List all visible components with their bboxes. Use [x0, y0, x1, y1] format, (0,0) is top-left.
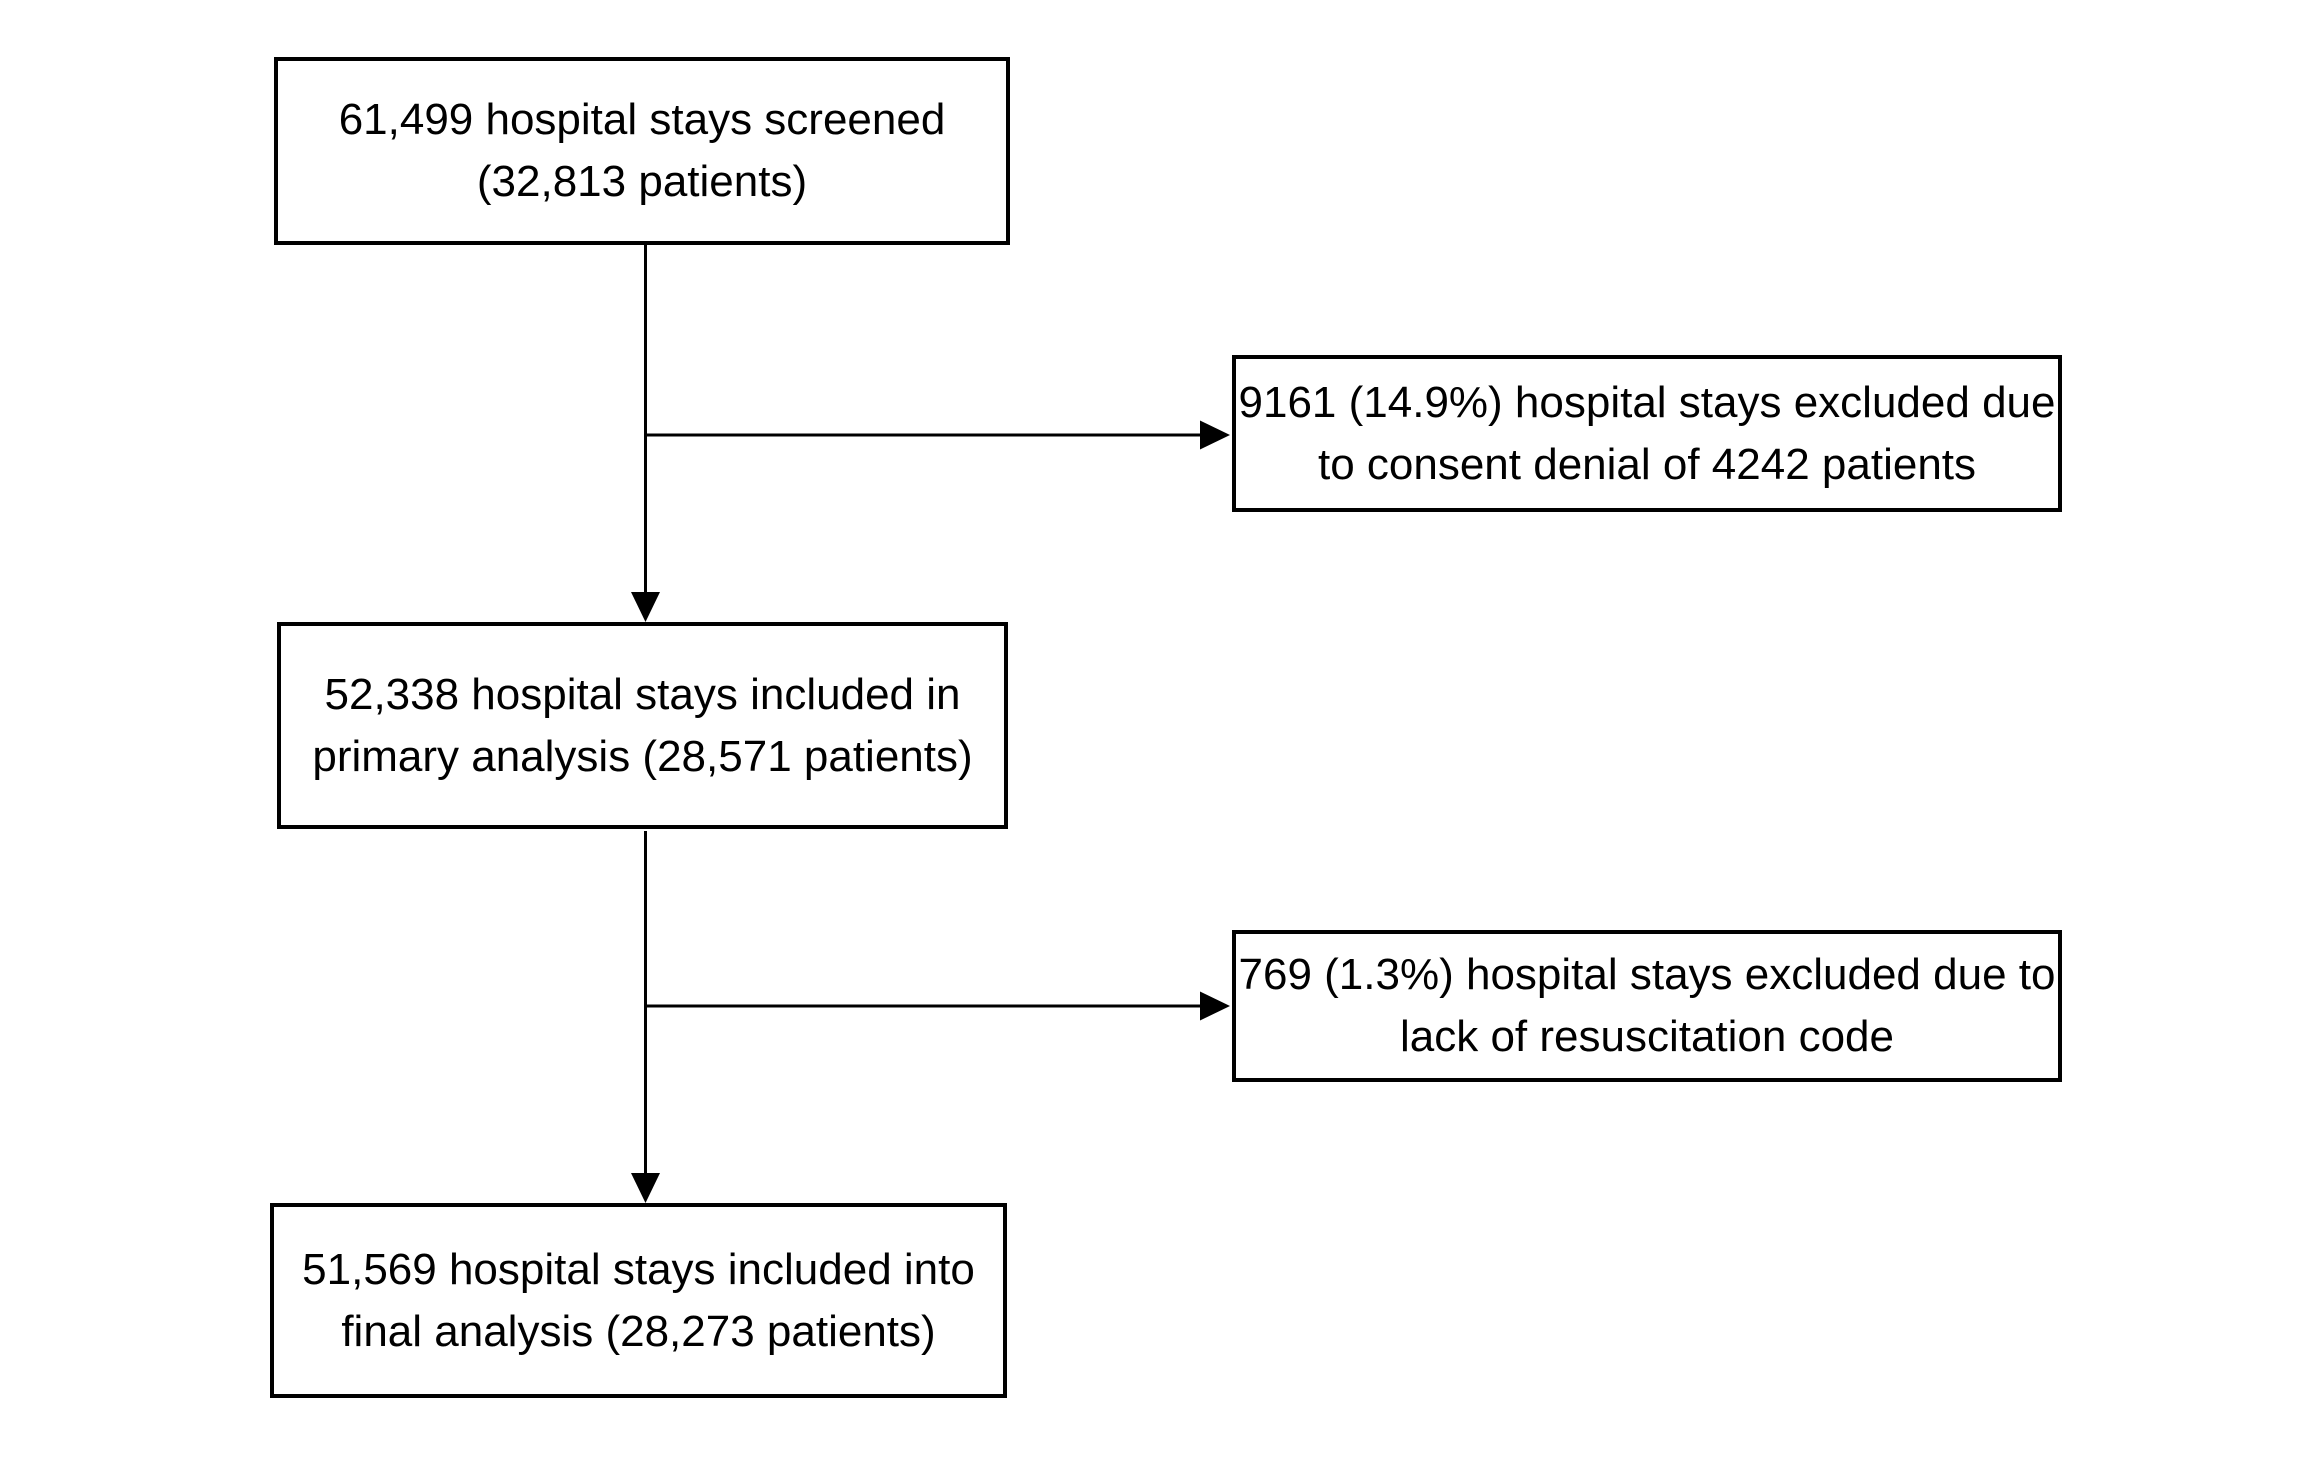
flow-box-screened: 61,499 hospital stays screened (32,813 p… — [274, 57, 1010, 245]
arrowhead-right-icon — [1200, 420, 1230, 450]
flow-box-line: 51,569 hospital stays included into — [302, 1244, 975, 1294]
flow-box-line: 769 (1.3%) hospital stays excluded due t… — [1238, 950, 2056, 999]
flow-box-excluded-resuscitation: 769 (1.3%) hospital stays excluded due t… — [1232, 930, 2062, 1082]
flow-box-line: (32,813 patients) — [476, 157, 808, 206]
flow-box-line: lack of resuscitation code — [1399, 1012, 1895, 1061]
flow-box-line: 52,338 hospital stays included in — [324, 669, 961, 719]
flow-box-line: to consent denial of 4242 patients — [1317, 439, 1977, 489]
flow-box-line: final analysis (28,273 patients) — [341, 1306, 936, 1356]
flow-box-excluded-consent: 9161 (14.9%) hospital stays excluded due… — [1232, 355, 2062, 512]
arrowhead-down-icon — [631, 592, 660, 622]
arrowhead-right-icon — [1200, 991, 1230, 1021]
flow-box-primary-analysis: 52,338 hospital stays included in primar… — [277, 622, 1008, 829]
flow-box-line: 9161 (14.9%) hospital stays excluded due — [1238, 377, 2056, 427]
arrowhead-down-icon — [631, 1173, 660, 1203]
flow-box-final-analysis: 51,569 hospital stays included into fina… — [270, 1203, 1007, 1398]
flow-box-line: 61,499 hospital stays screened — [338, 95, 946, 144]
flow-box-line: primary analysis (28,571 patients) — [312, 731, 973, 781]
